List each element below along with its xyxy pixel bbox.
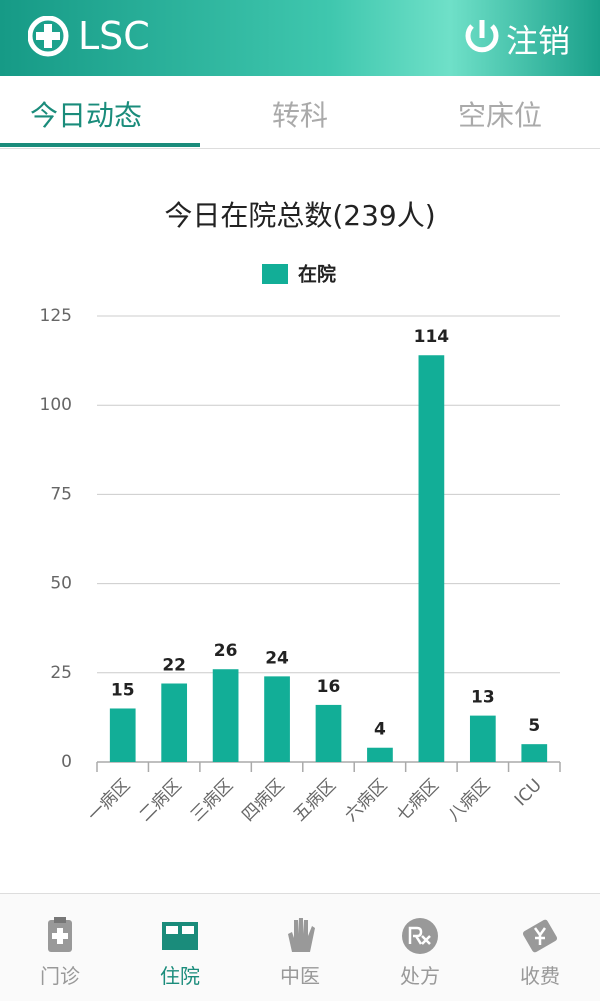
x-tick-label: 二病区 [135, 775, 185, 825]
legend-label: 在院 [298, 263, 336, 286]
y-tick-label: 0 [61, 752, 72, 772]
value-label: 24 [265, 648, 289, 668]
y-tick-label: 125 [40, 306, 72, 326]
tab-bar: 今日动态 转科 空床位 [0, 76, 600, 149]
chart: 今日在院总数(239人) 在院 0 25 50 75 100 125 一病区 15 二病区 22 三病… [40, 199, 561, 826]
value-label: 15 [111, 680, 135, 700]
chart-title: 今日在院总数(239人) [164, 199, 435, 232]
y-tick-label: 50 [50, 574, 72, 594]
bar [264, 676, 290, 762]
y-tick-label: 100 [40, 395, 72, 415]
x-tick-label: 四病区 [238, 775, 288, 825]
bar [418, 355, 445, 762]
x-tick-label: 一病区 [84, 775, 134, 825]
nav-label: 处方 [400, 964, 440, 988]
value-label: 114 [414, 327, 450, 347]
nav-label: 收费 [520, 964, 560, 988]
tab[interactable]: 转科 [271, 99, 328, 132]
nav-item[interactable]: 收费 [480, 894, 600, 1001]
value-label: 26 [214, 641, 238, 661]
value-label: 22 [162, 656, 186, 676]
x-tick-label: 五病区 [290, 775, 340, 825]
nav-label: 住院 [160, 964, 200, 988]
app-title: LSC [78, 14, 150, 58]
value-label: 13 [471, 688, 495, 708]
x-tick-label: ICU [511, 775, 546, 810]
nav-item[interactable]: 门诊 [0, 894, 120, 1001]
y-tick-label: 25 [50, 663, 72, 683]
value-label: 16 [317, 677, 341, 697]
tab-indicator [0, 143, 200, 147]
nav-icon [288, 918, 315, 952]
logo [28, 16, 69, 57]
nav-item[interactable]: 中医 [240, 894, 360, 1001]
nav-item[interactable]: 住院 [120, 894, 240, 1001]
x-tick-label: 八病区 [444, 775, 494, 825]
bar [521, 744, 548, 762]
x-tick-label: 三病区 [187, 775, 237, 825]
legend-swatch [262, 264, 288, 284]
x-tick-label: 七病区 [393, 775, 443, 825]
nav-icon [162, 922, 198, 950]
bar [315, 704, 342, 762]
nav-label: 门诊 [40, 964, 80, 988]
bar [109, 708, 136, 762]
bar [212, 669, 239, 762]
power-icon[interactable] [462, 18, 502, 58]
value-label: 4 [374, 720, 386, 740]
x-tick-label: 六病区 [341, 775, 391, 825]
logout-button[interactable]: 注销 [506, 22, 571, 60]
bar [469, 715, 496, 762]
header: LSC 注销 [0, 0, 600, 76]
value-label: 5 [528, 716, 540, 736]
tab[interactable]: 空床位 [457, 99, 542, 132]
bar [161, 683, 188, 762]
y-tick-label: 75 [50, 484, 72, 504]
nav-label: 中医 [280, 964, 320, 988]
nav-icon [48, 917, 72, 952]
nav-icon [522, 919, 558, 953]
tab[interactable]: 今日动态 [29, 99, 142, 132]
bar [367, 747, 393, 762]
nav-item[interactable]: 处方 [360, 894, 480, 1001]
nav-icon [402, 918, 438, 954]
bottom-nav: 门诊 住院 中医 处方 收费 [0, 893, 600, 1001]
